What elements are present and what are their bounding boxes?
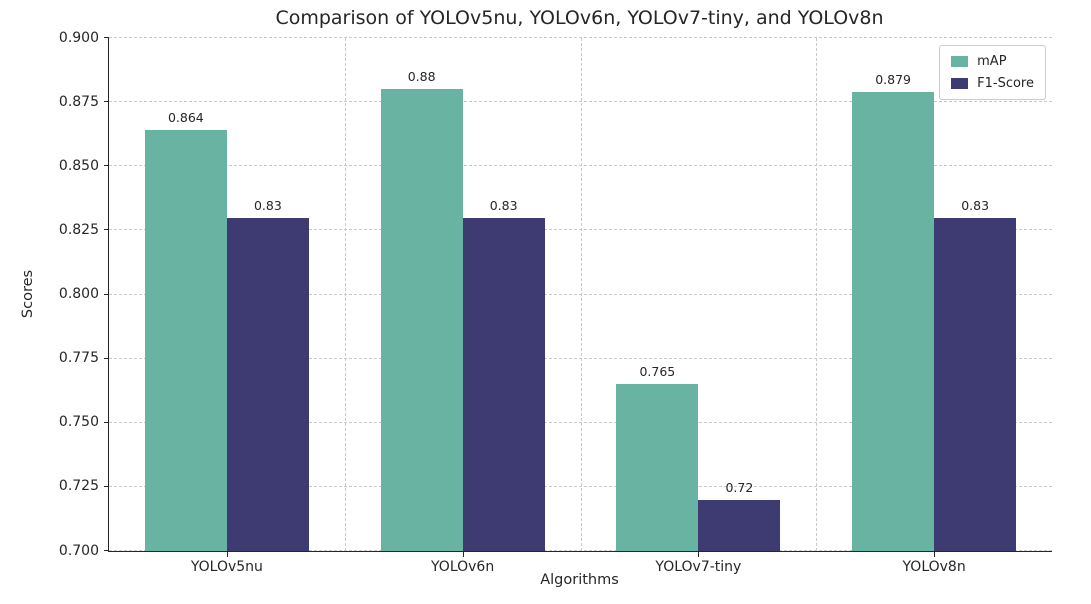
chart-title: Comparison of YOLOv5nu, YOLOv6n, YOLOv7-…	[275, 7, 884, 29]
bar-value-label: 0.879	[875, 71, 912, 87]
x-gridline	[580, 38, 582, 551]
bar-map	[380, 89, 463, 551]
y-tick-label: 0.800	[58, 286, 99, 302]
legend-label: F1-Score	[977, 76, 1034, 91]
bar-value-label: 0.72	[725, 479, 754, 495]
x-tick-mark	[226, 552, 228, 557]
bar-value-label: 0.83	[253, 197, 282, 213]
legend-entry: mAP	[951, 54, 1034, 69]
y-tick-label: 0.825	[58, 221, 99, 238]
x-tick-label: YOLOv5nu	[190, 559, 263, 575]
y-tick-label: 0.750	[58, 414, 99, 431]
bar-f1-score	[698, 499, 781, 551]
y-tick-mark	[104, 357, 109, 359]
y-gridline	[109, 37, 1052, 38]
y-tick-label: 0.775	[58, 350, 99, 367]
legend-entry: F1-Score	[951, 76, 1034, 91]
x-gridline	[816, 38, 818, 551]
x-tick-label: YOLOv8n	[902, 559, 966, 575]
legend-swatch-f1-score	[951, 78, 969, 89]
y-axis-label: Scores	[20, 269, 36, 319]
bar-map	[616, 384, 699, 551]
bar-value-label: 0.83	[489, 197, 518, 213]
legend-label: mAP	[977, 54, 1007, 69]
x-tick-mark	[934, 552, 936, 557]
y-tick-mark	[104, 485, 109, 487]
legend: mAP F1-Score	[939, 45, 1046, 100]
legend-swatch-map	[951, 56, 969, 67]
bar-value-label: 0.83	[961, 197, 990, 213]
y-tick-mark	[104, 101, 109, 103]
bar-map	[144, 130, 227, 551]
y-tick-mark	[104, 37, 109, 38]
y-tick-label: 0.875	[58, 93, 99, 110]
bar-value-label: 0.765	[639, 364, 676, 380]
y-tick-label: 0.900	[58, 29, 99, 46]
x-tick-mark	[462, 552, 464, 557]
x-axis-label: Algorithms	[540, 572, 619, 588]
y-tick-label: 0.700	[58, 542, 99, 559]
x-gridline	[344, 38, 346, 551]
y-tick-mark	[104, 293, 109, 295]
y-tick-mark	[104, 421, 109, 423]
bar-map	[852, 91, 935, 551]
bar-value-label: 0.88	[407, 69, 436, 85]
bar-value-label: 0.864	[167, 110, 204, 126]
plot-area: mAP F1-Score 0.700 0.725 0.750 0.775 0.800 0.8…	[59, 30, 1052, 575]
x-tick-label: YOLOv7-tiny	[655, 559, 742, 575]
x-tick-label: YOLOv6n	[431, 559, 495, 575]
y-tick-mark	[104, 165, 109, 167]
y-tick-mark	[104, 550, 109, 551]
bar-f1-score	[934, 217, 1017, 551]
y-tick-mark	[104, 229, 109, 231]
x-tick-mark	[698, 552, 700, 557]
bar-f1-score	[226, 217, 309, 551]
y-tick-label: 0.850	[58, 157, 99, 174]
bar-f1-score	[462, 217, 545, 551]
y-tick-label: 0.725	[58, 478, 99, 495]
